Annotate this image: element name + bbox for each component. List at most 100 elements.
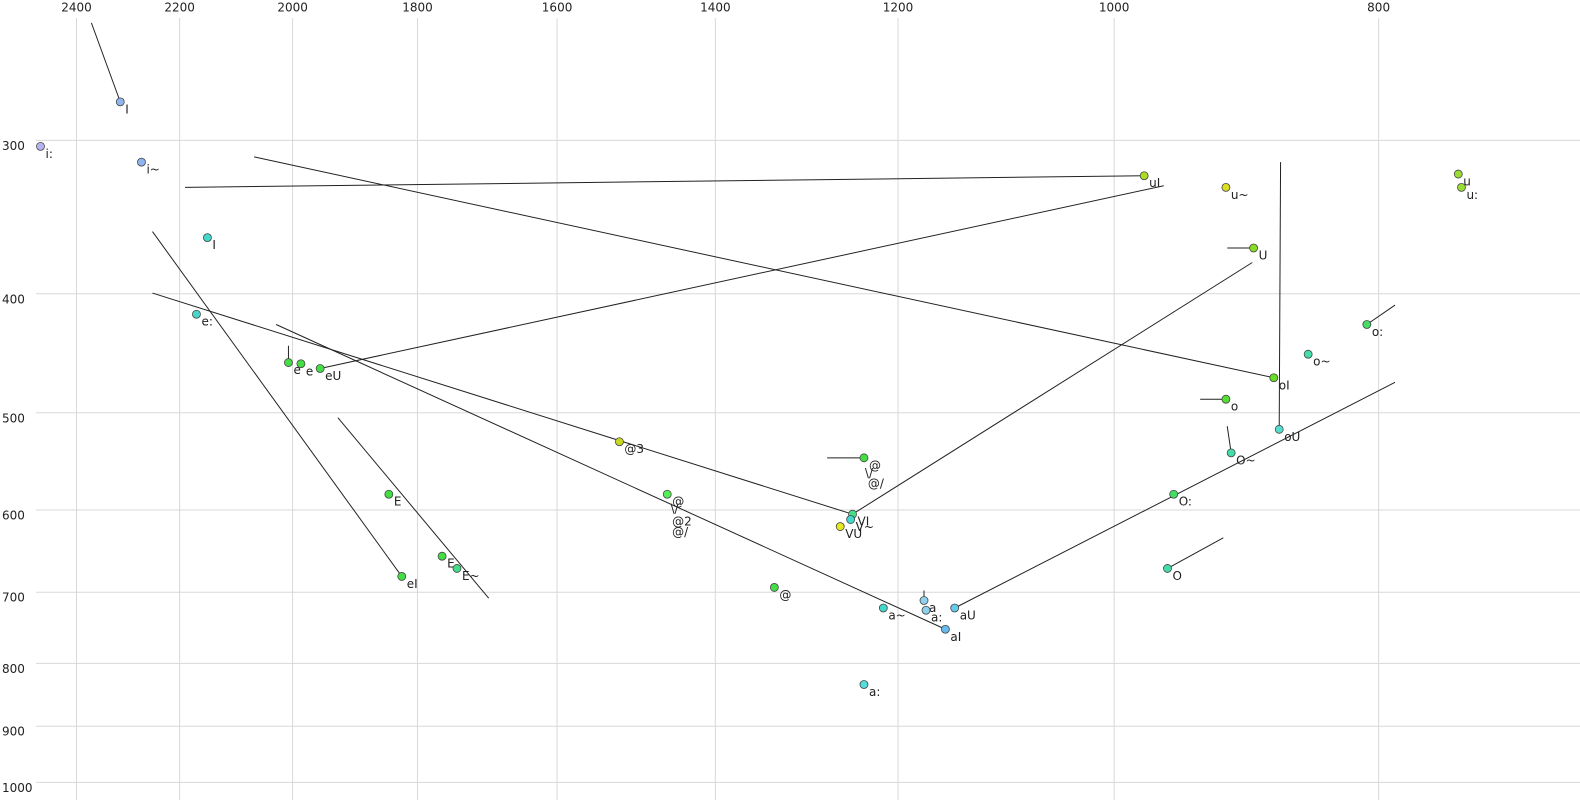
vowel-label: o~ (1313, 355, 1330, 369)
vowel-point (36, 141, 45, 151)
y-tick-label: 900 (2, 725, 25, 739)
vowel-label: eI (407, 577, 418, 591)
vowel-label: @ (672, 495, 684, 509)
x-tick-label: 2200 (164, 1, 195, 15)
vowel-point (846, 515, 856, 524)
vowel-label: a~ (888, 609, 905, 623)
vowel-point (137, 157, 146, 167)
y-tick-label: 600 (2, 508, 25, 522)
x-tick-label: 800 (1367, 1, 1390, 15)
vowel-point (1221, 182, 1231, 192)
annotation: @/ (868, 476, 885, 490)
vowel-point (1274, 424, 1284, 434)
y-tick-label: 700 (2, 591, 25, 605)
vowel-point (192, 309, 201, 319)
vowel-label: uI (1149, 176, 1160, 190)
vowel-point (1139, 171, 1149, 181)
vowel-point (615, 437, 624, 447)
vowel-point (315, 364, 325, 373)
vowel-point (1221, 394, 1231, 404)
y-tick-label: 500 (2, 411, 25, 425)
vowel-label: a: (931, 611, 942, 625)
vowel-point (1362, 320, 1372, 329)
vowel-point (284, 358, 293, 367)
vowel-label: u (1463, 175, 1471, 189)
vowel-label: @ (779, 588, 791, 602)
annotation: @2 (672, 515, 692, 529)
vowel-point (397, 572, 407, 581)
vowel-point (437, 551, 447, 561)
vowel-label: I (125, 102, 129, 116)
y-tick-label: 300 (2, 139, 25, 153)
vowel-point (1169, 489, 1179, 499)
x-tick-label: 2000 (277, 1, 308, 15)
vowel-label: E~ (462, 569, 480, 583)
vowel-point (1457, 182, 1466, 192)
x-tick-label: 1200 (883, 1, 914, 15)
vowel-point (859, 680, 869, 689)
trajectory (320, 185, 1164, 369)
vowel-point (662, 489, 672, 499)
trajectory (1167, 537, 1224, 569)
trajectory (1366, 304, 1396, 325)
vowel-label: O: (1179, 495, 1192, 509)
vowel-label: @ (869, 458, 881, 472)
vowel-label: VU (845, 527, 862, 541)
vowel-point (1303, 349, 1313, 359)
vowel-point (115, 97, 125, 107)
vowel-label: i: (46, 147, 53, 161)
vowel-label: @3 (624, 442, 644, 456)
vowel-point (919, 596, 929, 605)
vowel-label: u~ (1231, 188, 1249, 202)
vowel-point (1226, 448, 1236, 458)
trajectory (152, 231, 403, 577)
vowel-point (384, 489, 394, 499)
vowel-label: aI (950, 630, 961, 644)
trajectory (1226, 426, 1232, 453)
vowel-label: U (1259, 249, 1268, 263)
vowel-point (1269, 373, 1279, 383)
vowel-label: e (293, 363, 300, 377)
annotation: @/ (672, 525, 689, 539)
x-tick-label: 1800 (402, 1, 433, 15)
vowel-point (1453, 169, 1463, 179)
vowel-point (859, 453, 869, 463)
vowel-label: aU (960, 609, 976, 623)
trajectory (152, 292, 853, 515)
vowel-point (452, 564, 462, 573)
x-tick-label: 2400 (61, 1, 92, 15)
vowel-point (878, 603, 888, 613)
vowel-point (921, 605, 931, 615)
vowel-label: oI (1279, 378, 1290, 392)
vowel-label: u: (1466, 188, 1478, 202)
vowel-label: O (1172, 569, 1181, 583)
y-tick-label: 800 (2, 662, 25, 676)
y-tick-label: 400 (2, 292, 25, 306)
vowel-label: a: (869, 685, 880, 699)
x-tick-label: 1400 (700, 1, 731, 15)
vowel-label: oU (1284, 430, 1300, 444)
x-tick-label: 1000 (1099, 1, 1130, 15)
vowel-label: e (306, 364, 313, 378)
vowel-point (835, 522, 845, 531)
vowel-point (769, 583, 779, 592)
vowel-label: E (394, 495, 402, 509)
vowel-label: V~ (856, 520, 874, 534)
vowel-point (1249, 243, 1258, 253)
vowel-point (941, 624, 950, 634)
vowel-label: O~ (1236, 453, 1256, 467)
vowel-label: eU (325, 369, 341, 383)
vowel-label: I (212, 238, 216, 252)
vowel-point (203, 233, 212, 243)
vowel-label: e: (201, 315, 212, 329)
trajectory (852, 262, 1253, 515)
vowel-label: a (929, 601, 936, 615)
trajectory (254, 156, 1274, 379)
y-tick-label: 1000 (2, 781, 33, 795)
vowel-point (950, 603, 960, 613)
x-tick-label: 1600 (542, 1, 573, 15)
vowel-label: i~ (146, 163, 159, 177)
annotation: \/ (865, 466, 874, 480)
vowel-label: E (447, 557, 455, 571)
